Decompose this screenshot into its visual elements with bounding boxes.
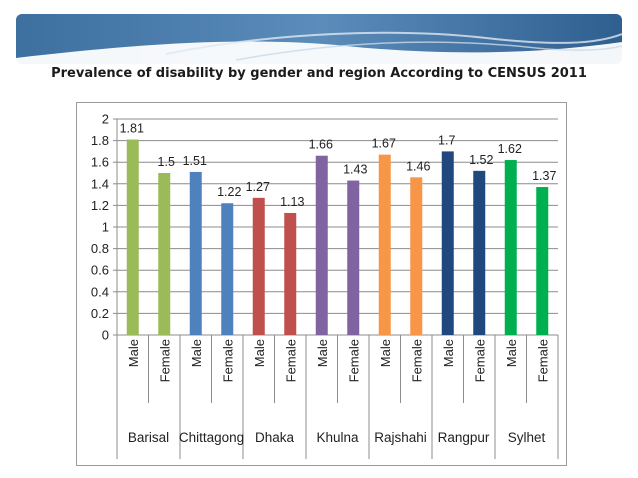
bar	[504, 160, 517, 335]
y-tick-label: 0	[102, 328, 109, 343]
data-label: 1.66	[309, 138, 333, 152]
data-label: 1.46	[406, 159, 430, 173]
y-tick-label: 0.8	[91, 241, 109, 256]
data-label: 1.27	[246, 180, 270, 194]
bar	[252, 197, 265, 335]
y-tick-label: 1.8	[91, 133, 109, 148]
category-label: Male	[252, 339, 267, 367]
bar	[158, 173, 171, 335]
chart-title: Prevalence of disability by gender and r…	[51, 66, 587, 81]
category-label: Female	[157, 339, 172, 382]
bar	[221, 203, 234, 335]
group-label: Rajshahi	[374, 430, 427, 445]
header-banner	[16, 14, 622, 64]
category-label: Male	[441, 339, 456, 367]
data-label: 1.22	[217, 185, 241, 199]
category-label: Female	[283, 339, 298, 382]
bar	[536, 187, 549, 335]
y-tick-label: 1.6	[91, 155, 109, 170]
data-label: 1.62	[498, 142, 522, 156]
category-label: Female	[346, 339, 361, 382]
category-label: Female	[472, 339, 487, 382]
data-label: 1.13	[280, 195, 304, 209]
category-label: Male	[189, 339, 204, 367]
group-label: Chittagong	[179, 430, 244, 445]
data-label: 1.81	[120, 122, 144, 136]
group-label: Rangpur	[438, 430, 490, 445]
data-label: 1.43	[343, 163, 367, 177]
y-tick-label: 0.2	[91, 306, 109, 321]
y-tick-label: 1.2	[91, 198, 109, 213]
data-label: 1.51	[183, 154, 207, 168]
y-tick-label: 0.4	[91, 284, 109, 299]
y-tick-label: 0.6	[91, 263, 109, 278]
group-label: Barisal	[128, 430, 169, 445]
y-tick-label: 1	[102, 220, 109, 235]
category-label: Female	[409, 339, 424, 382]
bar	[347, 180, 360, 335]
group-label: Dhaka	[255, 430, 295, 445]
group-label: Sylhet	[508, 430, 546, 445]
bar	[441, 151, 454, 335]
bar	[189, 171, 202, 335]
bar	[410, 177, 423, 335]
bar	[126, 139, 139, 335]
data-label: 1.5	[158, 155, 175, 169]
data-label: 1.67	[372, 137, 396, 151]
category-label: Male	[126, 339, 141, 367]
data-label: 1.37	[532, 169, 556, 183]
category-label: Female	[220, 339, 235, 382]
bar	[284, 212, 297, 335]
category-label: Male	[315, 339, 330, 367]
group-label: Khulna	[316, 430, 359, 445]
chart-frame: 0 0.2 0.4 0.6 0.8 1 1.2 1.4 1.6 1.8 2 1.81 Male 1.5 Fe…	[76, 102, 567, 466]
data-label: 1.7	[438, 133, 455, 147]
y-tick-label: 2	[102, 112, 109, 127]
bar	[315, 155, 328, 335]
category-label: Female	[535, 339, 550, 382]
y-tick-label: 1.4	[91, 176, 109, 191]
data-label: 1.52	[469, 153, 493, 167]
category-label: Male	[378, 339, 393, 367]
bar	[378, 154, 391, 335]
bar	[473, 170, 486, 335]
bar-chart: 0 0.2 0.4 0.6 0.8 1 1.2 1.4 1.6 1.8 2 1.81 Male 1.5 Fe…	[91, 112, 559, 459]
category-label: Male	[504, 339, 519, 367]
